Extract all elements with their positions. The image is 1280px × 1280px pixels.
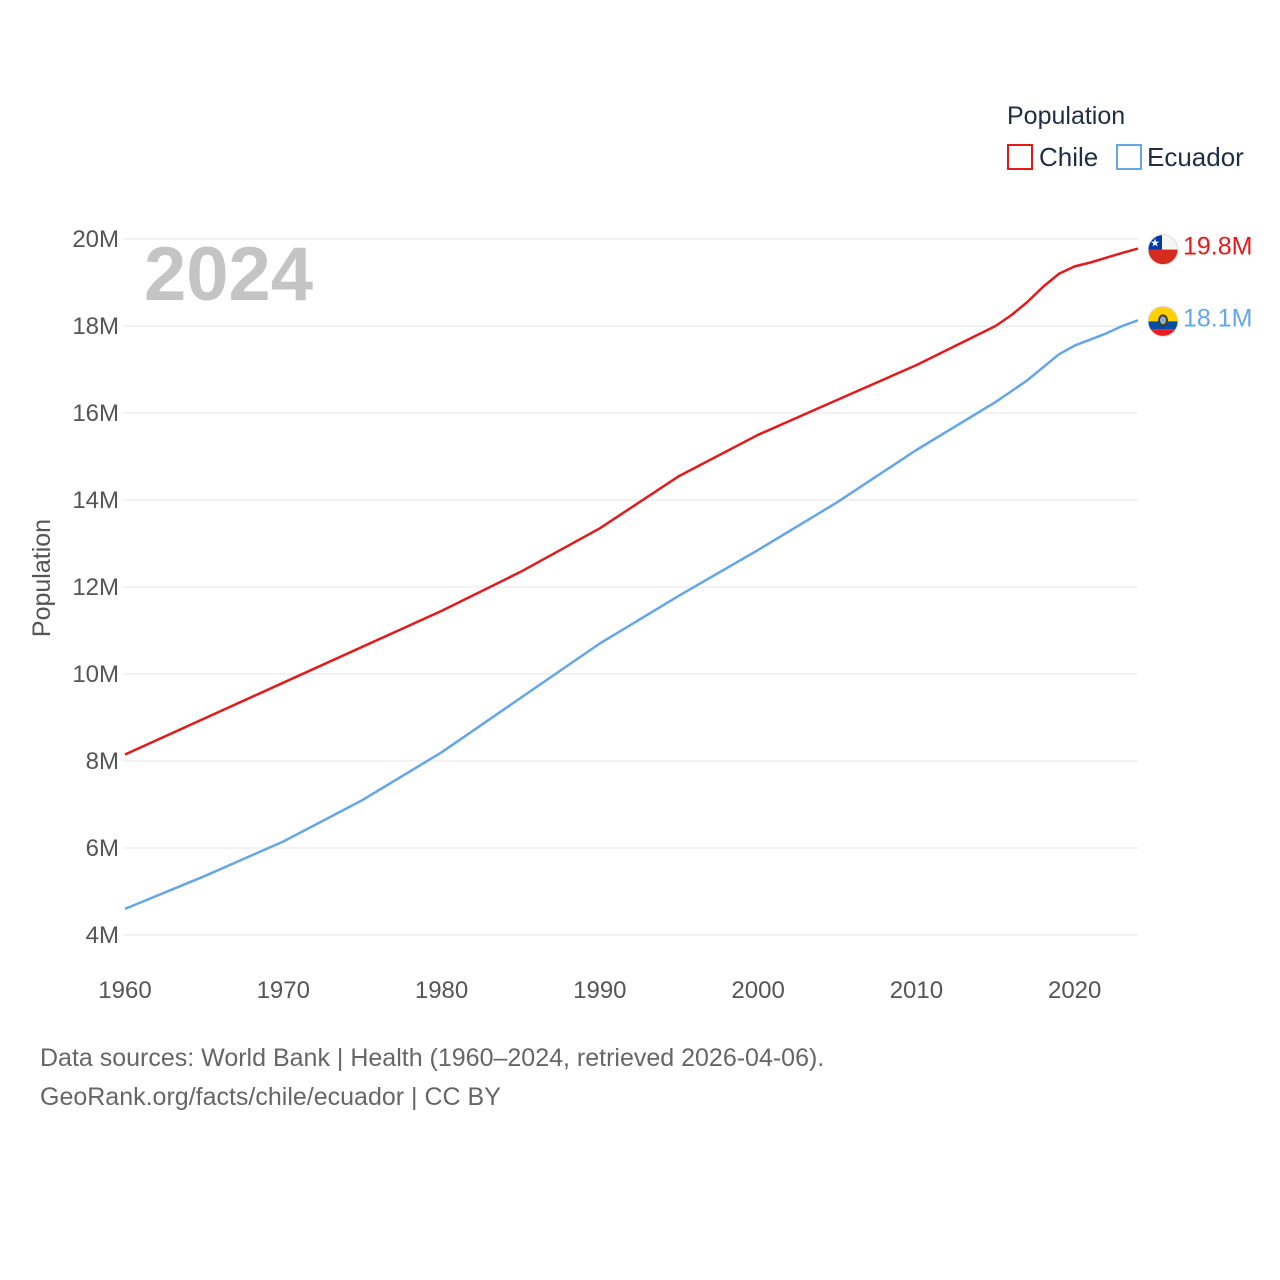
x-tick-label-1990: 1990 xyxy=(573,977,626,1004)
x-tick-label-2010: 2010 xyxy=(890,977,943,1004)
legend-label-chile: Chile xyxy=(1039,142,1098,172)
y-tick-label-14M: 14M xyxy=(72,487,119,514)
end-label-ecuador: 18.1M xyxy=(1183,304,1252,332)
series-line-ecuador xyxy=(124,319,1139,911)
y-tick-label-4M: 4M xyxy=(86,922,119,949)
legend-title: Population xyxy=(1007,102,1125,130)
end-label-chile: 19.8M xyxy=(1183,233,1252,261)
y-tick-label-10M: 10M xyxy=(72,661,119,688)
source-link[interactable]: GeoRank.org/facts/chile/ecuador | CC BY xyxy=(40,1083,501,1111)
y-tick-label-12M: 12M xyxy=(72,574,119,601)
y-axis-ticks: 4M 6M 8M 10M 12M 14M 16M 18M 20M xyxy=(72,226,119,949)
data-source-note: Data sources: World Bank | Health (1960–… xyxy=(40,1044,825,1072)
ecuador-flag-icon xyxy=(1147,305,1179,337)
chile-flag-icon: ★ xyxy=(1147,234,1179,266)
series-line-chile xyxy=(124,247,1139,756)
y-tick-label-20M: 20M xyxy=(72,226,119,253)
svg-text:★: ★ xyxy=(1150,237,1160,250)
y-tick-label-18M: 18M xyxy=(72,313,119,340)
y-axis-title: Population xyxy=(28,519,56,637)
series-lines xyxy=(124,247,1139,911)
x-tick-label-1980: 1980 xyxy=(415,977,468,1004)
x-axis-ticks: 1960 1970 1980 1990 2000 2010 2020 xyxy=(98,977,1101,1004)
year-label: 2024 xyxy=(144,232,313,317)
y-tick-label-16M: 16M xyxy=(72,400,119,427)
x-tick-label-2020: 2020 xyxy=(1048,977,1101,1004)
legend-item-chile[interactable]: Chile xyxy=(1007,142,1098,172)
legend-swatch-chile xyxy=(1007,144,1033,170)
y-tick-label-6M: 6M xyxy=(86,835,119,862)
legend-swatch-ecuador xyxy=(1116,144,1142,170)
legend-item-ecuador[interactable]: Ecuador xyxy=(1116,142,1244,172)
x-tick-label-1970: 1970 xyxy=(257,977,310,1004)
y-tick-label-8M: 8M xyxy=(86,748,119,775)
grid-lines xyxy=(123,238,1138,936)
legend-label-ecuador: Ecuador xyxy=(1147,142,1244,172)
x-tick-label-2000: 2000 xyxy=(731,977,784,1004)
series-endpoints: ★ 19.8M 18.1M xyxy=(1147,233,1252,337)
x-tick-label-1960: 1960 xyxy=(98,977,151,1004)
legend: Population Chile Ecuador xyxy=(1007,102,1244,172)
